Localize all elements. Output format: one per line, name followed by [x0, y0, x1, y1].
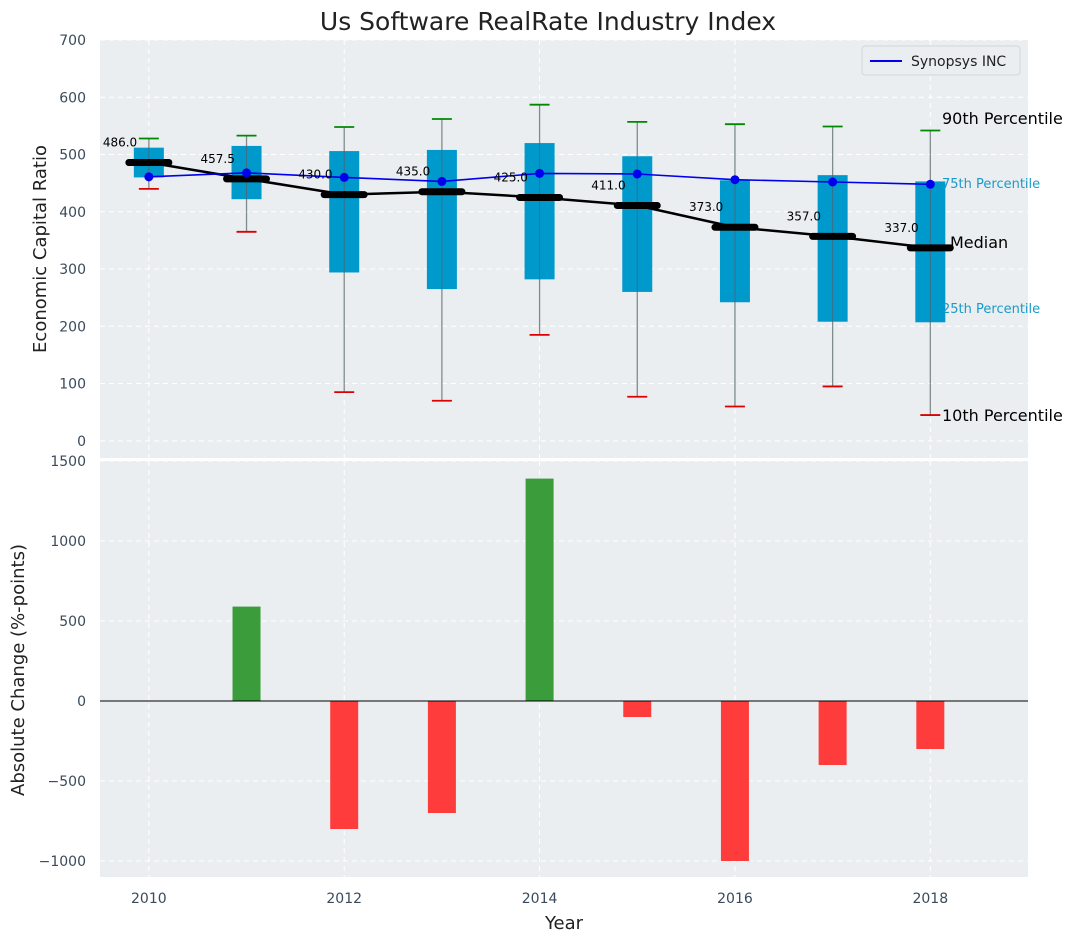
company-point	[242, 168, 252, 178]
top-y-tick-label: 500	[59, 148, 86, 164]
change-bar	[525, 478, 554, 701]
median-value-label: 411.0	[591, 178, 625, 192]
company-point	[535, 168, 545, 178]
x-axis-label: Year	[544, 913, 584, 934]
company-point	[632, 169, 642, 179]
median-value-label: 425.0	[494, 170, 528, 184]
bottom-y-tick-label: 1000	[50, 534, 86, 550]
change-bar	[427, 701, 456, 813]
company-point	[925, 179, 935, 189]
legend: Synopsys INC	[861, 45, 1021, 76]
median-side-label: Median	[950, 233, 1008, 252]
change-bar	[232, 606, 261, 701]
top-y-tick-label: 700	[59, 33, 86, 49]
legend-label-company: Synopsys INC	[911, 54, 1006, 70]
p90-side-label: 90th Percentile	[942, 109, 1063, 128]
top-y-ticks: 0 100 200 300 400 500 600 700	[59, 33, 86, 450]
bottom-y-tick-label: 0	[77, 694, 86, 710]
change-bar	[818, 701, 847, 765]
x-tick-label: 2018	[912, 891, 948, 907]
top-y-axis-label: Economic Capital Ratio	[30, 145, 51, 353]
change-bar	[720, 701, 749, 861]
median-value-label: 457.5	[201, 152, 235, 166]
median-data-labels: 486.0 457.5 430.0 435.0 425.0 411.0 373.0 357.0…	[103, 136, 919, 235]
change-bar	[623, 701, 652, 717]
top-y-tick-label: 600	[59, 90, 86, 106]
p10-side-label: 10th Percentile	[942, 406, 1063, 425]
chart-title: Us Software RealRate Industry Index	[320, 7, 776, 36]
median-value-label: 373.0	[689, 200, 723, 214]
change-bar	[916, 701, 945, 749]
bottom-y-tick-label: −1000	[39, 854, 86, 870]
median-value-label: 486.0	[103, 136, 137, 150]
change-bar	[330, 701, 359, 829]
company-point	[828, 177, 838, 187]
p25-side-label: 25th Percentile	[942, 302, 1040, 317]
bottom-y-tick-label: 1500	[50, 454, 86, 470]
bottom-y-tick-label: 500	[59, 614, 86, 630]
x-ticks: 2010 2012 2014 2016 2018	[131, 891, 948, 907]
box-plot-series	[133, 103, 946, 416]
company-series	[144, 168, 935, 189]
top-y-tick-label: 200	[59, 319, 86, 335]
top-plot-background	[100, 40, 1028, 458]
company-point	[339, 172, 349, 182]
p75-side-label: 75th Percentile	[942, 177, 1040, 192]
top-y-tick-label: 100	[59, 377, 86, 393]
x-tick-label: 2010	[131, 891, 167, 907]
x-tick-label: 2012	[326, 891, 362, 907]
median-value-label: 357.0	[787, 209, 821, 223]
bottom-y-axis-label: Absolute Change (%-points)	[8, 544, 29, 796]
top-y-tick-label: 0	[77, 434, 86, 450]
company-point	[144, 172, 154, 182]
top-y-tick-label: 300	[59, 262, 86, 278]
legend-box	[861, 45, 1021, 76]
median-value-label: 430.0	[298, 168, 332, 182]
x-tick-label: 2014	[522, 891, 558, 907]
change-bars	[232, 478, 945, 861]
x-tick-label: 2016	[717, 891, 753, 907]
median-value-label: 337.0	[884, 221, 918, 235]
company-point	[437, 176, 447, 186]
company-point	[730, 175, 740, 185]
top-y-tick-label: 400	[59, 205, 86, 221]
median-series	[125, 159, 954, 252]
bottom-y-tick-label: −500	[48, 774, 86, 790]
bottom-y-ticks: −1000 −500 0 500 1000 1500	[39, 454, 86, 870]
median-value-label: 435.0	[396, 165, 430, 179]
